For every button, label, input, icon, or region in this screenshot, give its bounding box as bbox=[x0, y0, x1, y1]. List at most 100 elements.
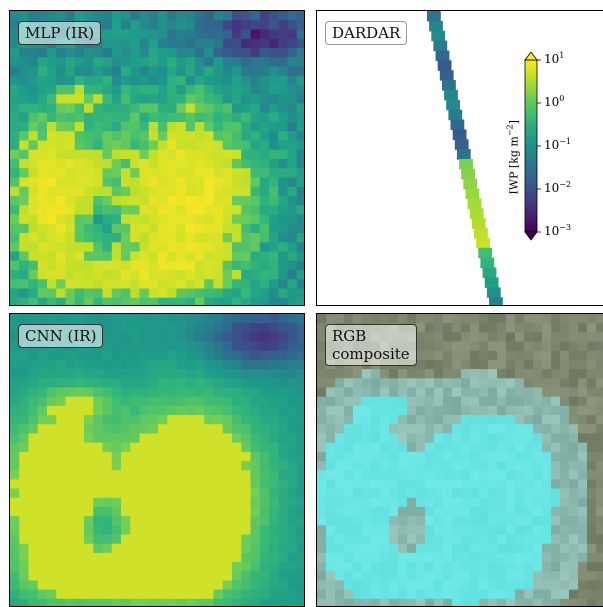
heatmap-cell bbox=[269, 48, 279, 58]
heatmap-cell bbox=[335, 506, 345, 517]
heatmap-cell bbox=[506, 396, 516, 407]
heatmap-cell bbox=[28, 350, 39, 361]
heatmap-cell bbox=[65, 451, 76, 462]
heatmap-cell bbox=[371, 451, 381, 462]
heatmap-cell bbox=[232, 20, 242, 31]
heatmap-cell bbox=[130, 534, 141, 545]
heatmap-cell bbox=[47, 580, 57, 591]
heatmap-cell bbox=[488, 387, 498, 398]
heatmap-cell bbox=[578, 516, 588, 526]
heatmap-cell bbox=[167, 94, 178, 105]
heatmap-cell bbox=[121, 251, 131, 262]
heatmap-cell bbox=[56, 314, 67, 324]
heatmap-cell bbox=[213, 159, 224, 169]
heatmap-cell bbox=[434, 543, 444, 554]
heatmap-cell bbox=[278, 424, 289, 435]
heatmap-cell bbox=[259, 516, 270, 526]
heatmap-cell bbox=[278, 57, 289, 68]
heatmap-cell bbox=[74, 140, 85, 151]
heatmap-cell bbox=[65, 415, 76, 425]
heatmap-cell bbox=[452, 442, 462, 453]
heatmap-cell bbox=[232, 534, 242, 545]
heatmap-cell bbox=[102, 323, 113, 333]
heatmap-cell bbox=[10, 260, 20, 271]
heatmap-cell bbox=[232, 415, 242, 425]
heatmap-cell bbox=[19, 103, 30, 114]
heatmap-cell bbox=[37, 159, 48, 169]
heatmap-cell bbox=[111, 223, 122, 234]
heatmap-cell bbox=[461, 378, 471, 389]
heatmap-cell bbox=[296, 516, 304, 526]
heatmap-cell bbox=[167, 461, 178, 471]
heatmap-cell bbox=[596, 451, 603, 462]
heatmap-cell bbox=[371, 415, 381, 425]
heatmap-cell bbox=[461, 470, 471, 480]
heatmap-cell bbox=[515, 470, 525, 480]
heatmap-cell bbox=[121, 177, 131, 188]
heatmap-cell bbox=[443, 378, 453, 389]
heatmap-cell bbox=[344, 543, 354, 554]
heatmap-cell bbox=[158, 66, 168, 77]
heatmap-cell bbox=[158, 196, 168, 206]
heatmap-cell bbox=[380, 461, 390, 471]
heatmap-cell bbox=[176, 323, 187, 333]
heatmap-cell bbox=[232, 94, 242, 105]
heatmap-cell bbox=[204, 598, 215, 606]
heatmap-cell bbox=[398, 580, 408, 591]
heatmap-cell bbox=[158, 525, 168, 536]
heatmap-cell bbox=[269, 149, 279, 160]
heatmap-cell bbox=[232, 29, 242, 40]
heatmap-cell bbox=[287, 562, 298, 572]
heatmap-cell bbox=[470, 589, 480, 600]
heatmap-cell bbox=[47, 415, 57, 425]
heatmap-cell bbox=[10, 506, 20, 517]
heatmap-cell bbox=[47, 131, 57, 142]
heatmap-cell bbox=[93, 571, 104, 582]
heatmap-cell bbox=[241, 323, 252, 333]
heatmap-cell bbox=[259, 341, 270, 352]
heatmap-cell bbox=[250, 223, 261, 234]
heatmap-cell bbox=[461, 424, 471, 435]
heatmap-cell bbox=[232, 186, 242, 197]
heatmap-cell bbox=[296, 314, 304, 324]
heatmap-cell bbox=[296, 122, 304, 132]
heatmap-cell bbox=[452, 543, 462, 554]
heatmap-cell bbox=[56, 405, 67, 416]
heatmap-cell bbox=[195, 251, 205, 262]
heatmap-cell bbox=[241, 571, 252, 582]
heatmap-cell bbox=[389, 552, 399, 563]
heatmap-cell bbox=[362, 433, 372, 444]
heatmap-cell bbox=[204, 177, 215, 188]
heatmap-cell bbox=[93, 488, 104, 499]
heatmap-cell bbox=[344, 534, 354, 545]
heatmap-cell bbox=[461, 488, 471, 499]
heatmap-cell bbox=[278, 20, 289, 31]
heatmap-cell bbox=[222, 451, 233, 462]
heatmap-cell bbox=[167, 552, 178, 563]
heatmap-cell bbox=[158, 350, 168, 361]
heatmap-cell bbox=[37, 506, 48, 517]
heatmap-cell bbox=[204, 297, 215, 305]
heatmap-cell bbox=[176, 140, 187, 151]
heatmap-cell bbox=[204, 168, 215, 179]
heatmap-cell bbox=[222, 214, 233, 225]
heatmap-cell bbox=[371, 470, 381, 480]
heatmap-cell bbox=[185, 279, 196, 290]
heatmap-cell bbox=[578, 488, 588, 499]
heatmap-cell bbox=[10, 350, 20, 361]
heatmap-cell bbox=[515, 562, 525, 572]
heatmap-cell bbox=[497, 598, 507, 606]
heatmap-cell bbox=[222, 297, 233, 305]
heatmap-cell bbox=[241, 233, 252, 243]
heatmap-cell bbox=[130, 350, 141, 361]
heatmap-cell bbox=[167, 378, 178, 389]
heatmap-cell bbox=[259, 314, 270, 324]
heatmap-cell bbox=[84, 251, 94, 262]
heatmap-cell bbox=[524, 562, 534, 572]
heatmap-cell bbox=[84, 552, 94, 563]
heatmap-cell bbox=[287, 359, 298, 370]
heatmap-cell bbox=[506, 552, 516, 563]
heatmap-cell bbox=[353, 479, 363, 490]
heatmap-cell bbox=[74, 350, 85, 361]
heatmap-cell bbox=[47, 451, 57, 462]
